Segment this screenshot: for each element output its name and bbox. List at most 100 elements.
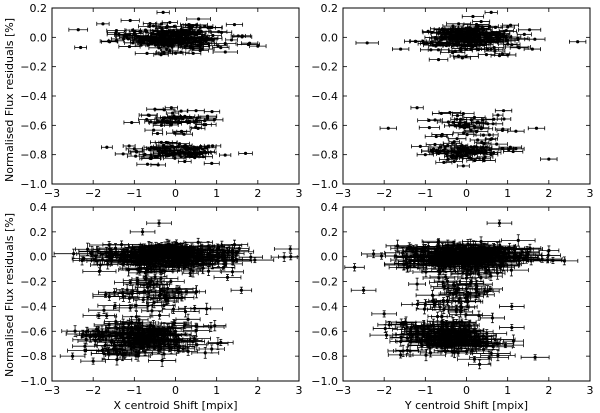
point-marker	[481, 28, 486, 32]
data-point	[503, 149, 524, 154]
point-marker	[516, 37, 520, 41]
point-marker	[79, 45, 83, 50]
point-marker	[288, 247, 292, 251]
data-point	[180, 27, 200, 32]
data-point	[452, 111, 475, 116]
data-point	[153, 52, 169, 57]
data-point	[494, 108, 513, 113]
point-marker	[423, 153, 427, 157]
point-marker	[459, 149, 463, 153]
point-marker	[455, 152, 459, 156]
point-marker	[506, 53, 510, 57]
data-point	[172, 154, 191, 159]
data-point	[185, 51, 202, 56]
data-point	[540, 157, 558, 162]
data-point	[431, 111, 451, 116]
point-marker	[163, 37, 167, 41]
data-point	[506, 37, 530, 42]
point-marker	[483, 155, 487, 159]
data-point	[445, 159, 463, 164]
point-marker	[452, 140, 456, 144]
x-tick-label: 0	[172, 187, 179, 200]
y-tick-label: 0.2	[30, 2, 48, 15]
point-marker	[472, 148, 476, 152]
y-tick-label: 0.0	[30, 31, 48, 44]
data-point	[428, 57, 449, 62]
data-point	[447, 156, 464, 161]
point-marker	[121, 152, 125, 156]
data-point	[174, 109, 188, 114]
point-marker	[132, 147, 136, 151]
point-marker	[134, 154, 138, 158]
data-point	[125, 146, 143, 151]
point-marker	[501, 109, 506, 113]
data-point	[187, 108, 205, 113]
data-point	[500, 25, 515, 30]
data-point	[151, 131, 164, 136]
data-point	[273, 245, 299, 253]
point-marker	[155, 38, 159, 43]
data-point	[449, 32, 464, 37]
x-tick-label: 2	[254, 187, 261, 200]
point-marker	[433, 118, 437, 122]
point-marker	[168, 20, 172, 25]
point-marker	[474, 129, 479, 134]
point-marker	[510, 43, 514, 47]
data-point	[164, 105, 178, 110]
point-marker	[177, 142, 182, 146]
data-point	[480, 132, 499, 137]
data-point	[172, 40, 186, 45]
point-marker	[145, 117, 149, 122]
data-point	[177, 149, 189, 154]
point-marker	[472, 124, 476, 128]
data-points	[68, 10, 267, 167]
point-marker	[467, 156, 471, 160]
data-point	[169, 141, 190, 146]
point-marker	[492, 45, 496, 50]
point-marker	[480, 140, 484, 144]
point-marker	[191, 51, 195, 55]
point-marker	[500, 146, 504, 151]
data-point	[439, 50, 466, 55]
point-marker	[576, 40, 580, 44]
y-tick-label: −0.8	[311, 149, 338, 162]
point-marker	[229, 38, 234, 42]
x-tick-label: 2	[545, 187, 552, 200]
data-point	[240, 41, 259, 46]
y-axis-label-bottom: Normalised Flux residuals [%]	[3, 213, 16, 377]
data-point	[156, 50, 172, 55]
data-point	[119, 35, 135, 40]
point-marker	[415, 106, 419, 110]
point-marker	[108, 40, 112, 44]
point-marker	[200, 34, 205, 38]
point-marker	[216, 44, 220, 48]
point-marker	[232, 23, 237, 27]
data-point	[225, 22, 244, 27]
data-point	[454, 149, 468, 154]
point-marker	[177, 40, 181, 44]
point-marker	[205, 37, 209, 41]
point-marker	[171, 29, 176, 33]
data-point	[213, 274, 242, 281]
point-marker	[455, 114, 460, 118]
point-marker	[473, 158, 477, 163]
point-marker	[504, 28, 508, 33]
point-marker	[125, 35, 129, 40]
point-marker	[489, 10, 493, 14]
point-marker	[486, 47, 490, 52]
data-point	[466, 158, 484, 163]
data-point	[489, 37, 507, 42]
x-tick-label: 0	[463, 187, 470, 200]
point-marker	[148, 24, 152, 28]
data-point	[150, 154, 164, 159]
point-marker	[491, 122, 495, 126]
point-marker	[492, 117, 496, 121]
point-marker	[188, 27, 192, 31]
data-point	[191, 48, 209, 53]
point-marker	[155, 154, 159, 158]
point-marker	[437, 31, 441, 35]
point-marker	[210, 161, 214, 165]
data-point	[152, 123, 171, 128]
data-point	[144, 128, 163, 133]
point-marker	[453, 156, 458, 160]
